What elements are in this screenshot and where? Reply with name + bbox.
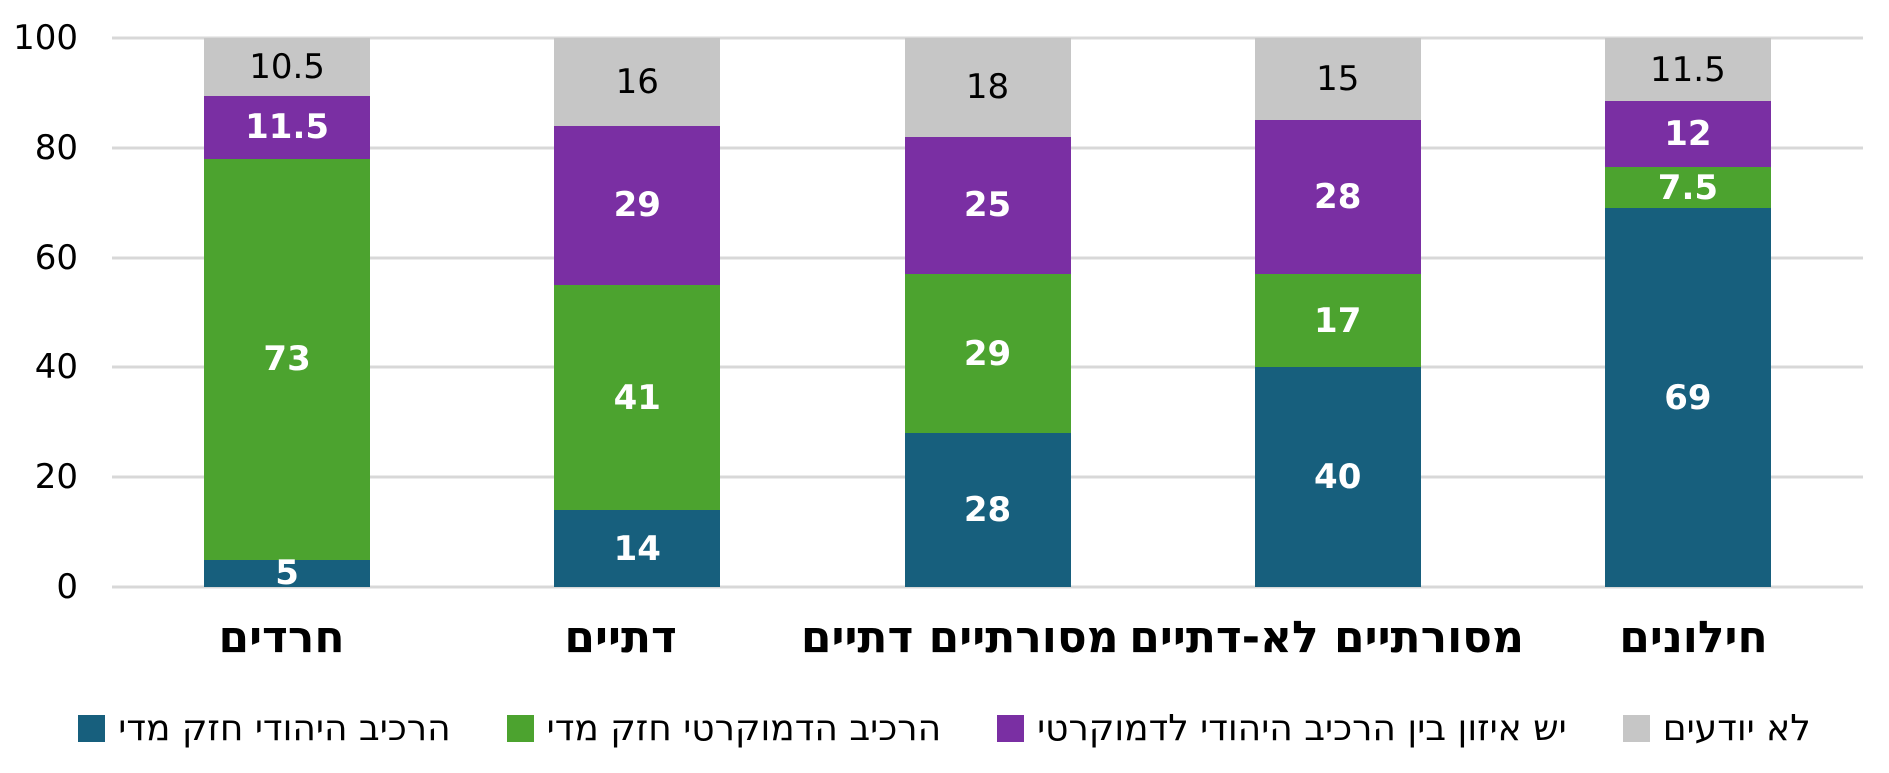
bar-segment: 28 [1254, 120, 1421, 275]
category-label: מסורתיים לא-דתיים [1129, 612, 1524, 663]
bar-slot: 14 41 29 16 [462, 38, 812, 587]
bar-segment: 29 [904, 274, 1071, 434]
legend-label: לא יודעים [1662, 708, 1811, 749]
y-tick-label: 20 [34, 457, 78, 498]
bar-segment: 14 [554, 510, 721, 587]
bar-segment: 17 [1254, 274, 1421, 368]
bar-segment: 18 [904, 38, 1071, 137]
legend-swatch [78, 715, 106, 743]
bar-value-label: 17 [1314, 300, 1362, 341]
bar-slot: 40 17 28 15 [1163, 38, 1513, 587]
category-label: חרדים [218, 612, 345, 663]
x-axis-category-labels: חרדים דתיים מסורתיים דתיים מסורתיים לא-דתיי… [112, 608, 1863, 660]
bar-segment: 11.5 [1604, 38, 1771, 102]
bars-area: 5 73 11.5 10.5 14 41 29 16 28 29 25 18 40 17 28 15 69 7.5… [112, 38, 1863, 590]
bar: 14 41 29 16 [554, 38, 721, 587]
grid-line [112, 585, 1863, 589]
bar-segment: 40 [1254, 367, 1421, 587]
bar-value-label: 41 [613, 377, 661, 418]
bar-segment: 69 [1604, 208, 1771, 587]
bar-segment: 73 [204, 158, 371, 560]
bar-segment: 12 [1604, 101, 1771, 168]
bar-segment: 15 [1254, 38, 1421, 121]
bar-segment: 16 [554, 38, 721, 126]
y-tick-label: 0 [56, 567, 78, 607]
legend-item: לא יודעים [1622, 708, 1811, 749]
bar-value-label: 25 [963, 185, 1012, 226]
y-tick-label: 60 [34, 237, 78, 278]
bar-value-label: 28 [1314, 177, 1362, 218]
y-tick-label: 40 [34, 347, 78, 388]
bar: 28 29 25 18 [904, 38, 1071, 587]
bar-value-label: 7.5 [1657, 167, 1719, 208]
legend-swatch [1622, 715, 1650, 743]
bar-value-label: 5 [275, 553, 299, 594]
grid-line [112, 36, 1863, 40]
y-tick-label: 80 [34, 127, 78, 168]
legend-item: הרכיב הדמוקרטי חזק מדי [506, 708, 942, 749]
bar-segment: 25 [904, 136, 1071, 275]
bar-value-label: 11.5 [1650, 49, 1726, 90]
category-label: מסורתיים דתיים [800, 612, 1119, 663]
bar-slot: 69 7.5 12 11.5 [1513, 38, 1863, 587]
bar-value-label: 18 [965, 67, 1010, 108]
bar: 69 7.5 12 11.5 [1604, 38, 1771, 587]
category-label: חילונים [1619, 612, 1768, 663]
legend-item: הרכיב היהודי חזק מדי [78, 708, 451, 749]
bar-value-label: 73 [263, 339, 311, 380]
legend-swatch [506, 715, 534, 743]
legend-swatch [997, 715, 1025, 743]
bar-value-label: 15 [1316, 59, 1360, 100]
bar-value-label: 29 [963, 333, 1012, 374]
bar-slot: 5 73 11.5 10.5 [112, 38, 462, 590]
legend: הרכיב היהודי חזק מדי הרכיב הדמוקרטי חזק מ… [0, 708, 1889, 749]
bar-segment: 29 [554, 125, 721, 286]
bar-value-label: 14 [613, 528, 661, 569]
bar-value-label: 69 [1664, 377, 1712, 418]
legend-item: יש איזון בין הרכיב היהודי לדמוקרטי [997, 708, 1567, 749]
bar-value-label: 28 [963, 490, 1012, 531]
bar: 40 17 28 15 [1254, 38, 1421, 587]
bar-segment: 11.5 [204, 95, 371, 159]
bar-value-label: 11.5 [245, 107, 330, 148]
bar-segment: 41 [554, 285, 721, 511]
bar-slot: 28 29 25 18 [812, 38, 1162, 587]
y-axis: 0 20 40 60 80 100 [0, 21, 78, 604]
bar-value-label: 29 [613, 185, 661, 226]
bar-segment: 10.5 [204, 38, 371, 96]
bar-value-label: 12 [1664, 114, 1712, 155]
bar-value-label: 40 [1314, 457, 1362, 498]
y-tick-label: 100 [13, 18, 78, 58]
bar-segment: 28 [904, 433, 1071, 587]
legend-label: הרכיב היהודי חזק מדי [118, 708, 451, 749]
bar: 5 73 11.5 10.5 [204, 38, 371, 590]
bar-value-label: 16 [615, 61, 659, 102]
bar-value-label: 10.5 [249, 46, 325, 87]
bar-segment: 7.5 [1604, 167, 1771, 209]
bar-segment: 5 [204, 556, 371, 590]
category-label: דתיים [564, 612, 677, 663]
legend-label: יש איזון בין הרכיב היהודי לדמוקרטי [1037, 708, 1567, 749]
legend-label: הרכיב הדמוקרטי חזק מדי [546, 708, 942, 749]
